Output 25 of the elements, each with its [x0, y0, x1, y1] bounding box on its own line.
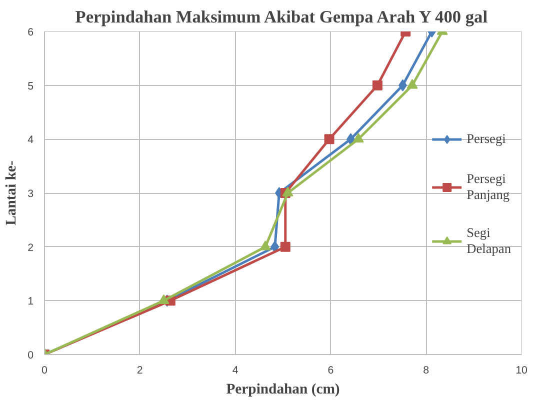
y-tick-label: 3: [28, 188, 34, 200]
y-tick-label: 5: [28, 80, 34, 92]
point: [282, 186, 294, 196]
y-tick-label: 0: [28, 350, 34, 362]
x-axis-title: Perpindahan (cm): [226, 382, 340, 398]
point: [324, 134, 334, 144]
y-tick-label: 4: [28, 134, 34, 146]
point: [280, 242, 290, 252]
point: [158, 294, 170, 304]
y-tick-label: 6: [28, 26, 34, 38]
x-tick-label: 4: [232, 364, 238, 376]
chart-title: Perpindahan Maksimum Akibat Gempa Arah Y 400 gal: [75, 8, 488, 26]
point: [372, 80, 382, 90]
legend-label: Segi Delapan: [466, 224, 511, 256]
y-axis-title: Lantai ke-: [4, 160, 20, 226]
y-tick-label: 1: [28, 296, 34, 308]
y-tick-label: 2: [28, 242, 34, 254]
x-tick-label: 6: [328, 364, 334, 376]
x-tick-label: 8: [423, 364, 430, 376]
x-tick-label: 10: [516, 364, 528, 376]
legend-label: Persegi Panjang: [466, 170, 510, 202]
legend-label: Persegi: [466, 130, 506, 146]
x-tick-label: 0: [42, 364, 48, 376]
x-tick-label: 2: [136, 364, 143, 376]
point: [260, 240, 271, 250]
